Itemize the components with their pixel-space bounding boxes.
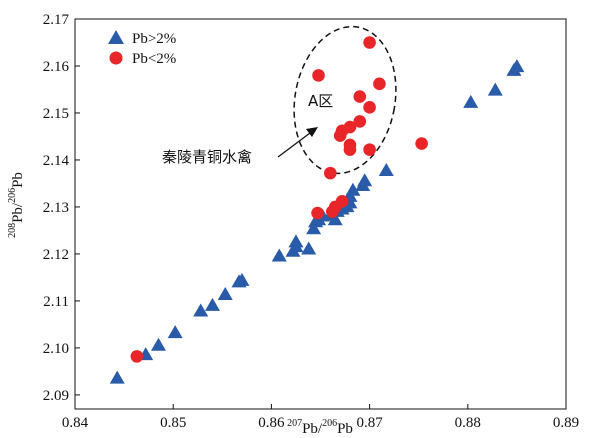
data-point-circle xyxy=(324,166,337,180)
data-point-circle xyxy=(363,143,376,156)
x-axis-title-sup1: 207 xyxy=(287,418,302,429)
legend: Pb>2% Pb<2% xyxy=(108,30,176,67)
x-axis-title-sup2: 206 xyxy=(322,418,337,429)
data-point-triangle xyxy=(357,173,373,187)
data-point-triangle xyxy=(301,241,317,255)
data-point-circle xyxy=(353,115,367,128)
axes xyxy=(74,18,567,410)
x-tick-label: 0.89 xyxy=(553,415,579,431)
legend-circle-marker xyxy=(109,51,123,65)
x-tick-label: 0.84 xyxy=(62,415,89,431)
x-tick-label: 0.88 xyxy=(455,415,481,431)
x-axis-title: 207Pb/206Pb xyxy=(287,418,353,437)
data-point-circle xyxy=(311,206,324,220)
data-points xyxy=(109,36,525,384)
data-point-triangle xyxy=(306,221,322,235)
y-tick-label: 2.12 xyxy=(43,247,69,263)
x-tick-label: 0.86 xyxy=(258,415,285,431)
y-tick-label: 2.10 xyxy=(43,341,69,357)
data-point-triangle xyxy=(509,59,525,73)
annotation-arrow-head xyxy=(306,127,318,137)
data-point-circle xyxy=(333,129,347,142)
y-axis-title-base1: Pb/ xyxy=(10,202,26,223)
data-point-circle xyxy=(415,137,428,150)
data-point-triangle xyxy=(378,162,394,176)
y-axis-title: 208Pb/206Pb xyxy=(7,172,26,238)
y-axis-title-sup2: 206 xyxy=(7,188,18,203)
data-point-triangle xyxy=(217,287,233,301)
plot-frame xyxy=(74,18,567,410)
data-point-circle xyxy=(343,143,357,156)
data-point-circle xyxy=(335,195,349,208)
data-point-circle xyxy=(130,350,144,363)
x-tick-label: 0.85 xyxy=(160,415,186,431)
y-tick-label: 2.09 xyxy=(43,388,69,404)
data-point-triangle xyxy=(288,234,304,248)
x-axis-title-base1: Pb/ xyxy=(302,421,323,437)
data-point-triangle xyxy=(234,272,250,286)
y-tick-label: 2.15 xyxy=(43,106,69,122)
legend-triangle-marker xyxy=(108,30,124,44)
y-tick-label: 2.11 xyxy=(43,294,69,310)
annotation-arrow-line xyxy=(277,132,311,158)
tick-labels: 0.84 0.85 0.86 0.87 0.88 0.89 2.09 2.10 2.11 2.12… xyxy=(43,12,579,431)
x-tick-label: 0.87 xyxy=(356,415,383,431)
data-point-triangle xyxy=(345,182,361,196)
y-tick-label: 2.16 xyxy=(43,59,70,75)
data-point-triangle xyxy=(109,370,125,384)
data-point-triangle xyxy=(487,82,503,96)
annotation-bronze-waterfowl-label: 秦陵青铜水禽 xyxy=(162,148,252,166)
data-point-circle xyxy=(363,101,376,114)
y-axis-title-sup1: 208 xyxy=(7,223,18,238)
data-point-triangle xyxy=(271,248,287,262)
legend-label-series-2: Pb<2% xyxy=(132,51,176,67)
data-point-circle xyxy=(312,69,325,82)
region-a-dashed-ellipse xyxy=(293,25,397,175)
data-point-triangle xyxy=(463,94,479,108)
data-point-circle xyxy=(373,77,386,91)
y-tick-label: 2.17 xyxy=(43,12,70,28)
data-point-circle xyxy=(353,90,367,103)
y-tick-label: 2.13 xyxy=(43,200,69,216)
data-point-triangle xyxy=(327,212,343,226)
data-point-triangle xyxy=(204,297,220,311)
y-axis-title-base2: Pb xyxy=(10,172,26,188)
x-axis-title-base2: Pb xyxy=(337,421,353,437)
legend-label-series-1: Pb>2% xyxy=(132,31,176,47)
data-point-triangle xyxy=(150,337,166,351)
data-point-circle xyxy=(363,36,376,49)
data-point-triangle xyxy=(167,325,183,339)
data-point-triangle xyxy=(193,303,209,317)
region-a-label: A区 xyxy=(308,92,333,110)
y-tick-label: 2.14 xyxy=(43,153,70,169)
